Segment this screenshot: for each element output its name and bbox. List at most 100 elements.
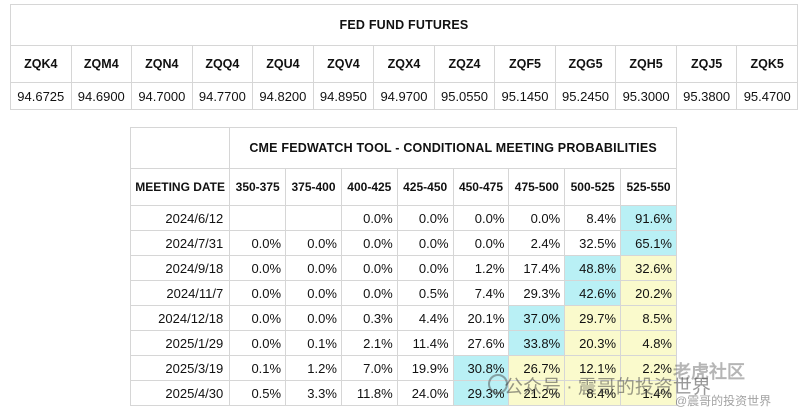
fed-fund-futures-table: FED FUND FUTURES ZQK4 ZQM4 ZQN4 ZQQ4 ZQU4 ZQV…	[10, 4, 798, 110]
probability-cell: 20.3%	[564, 330, 622, 356]
meeting-date-cell: 2024/12/18	[129, 305, 231, 331]
probability-cell: 21.2%	[508, 380, 566, 406]
probability-cell: 0.5%	[396, 280, 454, 306]
probability-cell: 7.0%	[340, 355, 398, 381]
futures-code-cell: ZQK4	[10, 45, 72, 83]
probability-cell: 11.8%	[340, 380, 398, 406]
probability-cell: 27.6%	[452, 330, 510, 356]
futures-price-cell: 94.9700	[373, 82, 435, 110]
futures-code-cell: ZQJ5	[675, 45, 738, 83]
futures-price-cell: 95.4700	[736, 82, 798, 110]
probability-cell: 26.7%	[508, 355, 566, 381]
probability-cell: 0.0%	[340, 230, 398, 256]
futures-price-cell: 94.7700	[191, 82, 254, 110]
rate-range-header: 425-450	[396, 168, 454, 206]
probability-cell: 2.4%	[508, 230, 566, 256]
futures-price-cell: 94.6900	[70, 82, 133, 110]
probability-cell: 0.0%	[285, 230, 342, 256]
meeting-row: 2025/3/19 0.1% 1.2% 7.0% 19.9% 30.8% 26.7% 12.1…	[129, 355, 677, 381]
probability-cell: 29.7%	[564, 305, 622, 331]
rate-range-header: 475-500	[508, 168, 566, 206]
watermark-top-right: 老虎社区	[673, 362, 745, 382]
probability-cell: 0.0%	[285, 305, 342, 331]
probability-cell: 0.0%	[508, 205, 566, 231]
watermark-bottom-right: @震哥的投资世界	[675, 394, 772, 408]
probability-cell: 0.0%	[452, 205, 510, 231]
probability-cell: 0.0%	[340, 255, 398, 281]
probability-cell: 1.4%	[620, 380, 677, 406]
probability-cell: 0.0%	[340, 280, 398, 306]
probability-cell	[285, 205, 342, 231]
probability-cell: 19.9%	[396, 355, 454, 381]
probability-cell: 32.6%	[620, 255, 677, 281]
rate-range-header: 400-425	[340, 168, 398, 206]
meeting-row: 2024/11/7 0.0% 0.0% 0.0% 0.5% 7.4% 29.3% 42.6% 2…	[129, 280, 677, 306]
futures-code-cell: ZQV4	[312, 45, 375, 83]
probability-cell: 0.0%	[396, 230, 454, 256]
futures-code-cell: ZQN4	[131, 45, 193, 83]
watermark-center: 公众号 · 震哥的投资世界	[504, 377, 711, 398]
probability-cell: 8.5%	[620, 305, 677, 331]
meeting-row: 2024/12/18 0.0% 0.0% 0.3% 4.4% 20.1% 37.0% 29.7…	[129, 305, 677, 331]
probability-cell: 32.5%	[564, 230, 622, 256]
probability-cell: 4.8%	[620, 330, 677, 356]
meeting-date-cell: 2025/1/29	[129, 330, 231, 356]
futures-price-cell: 95.1450	[494, 82, 556, 110]
rate-range-header-row: MEETING DATE 350-375 375-400 400-425 425-45…	[129, 168, 677, 206]
probability-cell: 20.1%	[452, 305, 510, 331]
futures-price-cell: 95.0550	[433, 82, 496, 110]
futures-price-cell: 95.2450	[554, 82, 617, 110]
rate-range-header: 450-475	[452, 168, 510, 206]
meeting-date-cell: 2024/9/18	[129, 255, 231, 281]
fedwatch-title: CME FEDWATCH TOOL - CONDITIONAL MEETING …	[229, 127, 677, 169]
probability-cell: 0.0%	[229, 255, 287, 281]
probability-cell: 0.0%	[229, 280, 287, 306]
probability-cell: 0.0%	[285, 280, 342, 306]
futures-price-cell: 95.3800	[675, 82, 738, 110]
probability-cell: 0.0%	[229, 305, 287, 331]
probability-cell: 12.1%	[564, 355, 622, 381]
meeting-date-cell: 2025/3/19	[129, 355, 231, 381]
meeting-date-cell: 2025/4/30	[129, 380, 231, 406]
probability-cell: 48.8%	[564, 255, 622, 281]
probability-cell: 8.4%	[564, 380, 622, 406]
meeting-date-header: MEETING DATE	[129, 168, 231, 206]
probability-cell: 1.2%	[285, 355, 342, 381]
probability-cell: 4.4%	[396, 305, 454, 331]
fedwatch-probability-table: CME FEDWATCH TOOL - CONDITIONAL MEETING …	[129, 127, 677, 406]
probability-cell: 0.0%	[396, 255, 454, 281]
meeting-row: 2024/9/18 0.0% 0.0% 0.0% 0.0% 1.2% 17.4% 48.8% 3…	[129, 255, 677, 281]
futures-code-cell: ZQK5	[736, 45, 798, 83]
futures-price-cell: 95.3000	[615, 82, 677, 110]
probability-cell: 91.6%	[620, 205, 677, 231]
futures-code-cell: ZQF5	[494, 45, 556, 83]
probability-cell: 3.3%	[285, 380, 342, 406]
futures-price-row: 94.6725 94.6900 94.7000 94.7700 94.8200 94.89…	[10, 82, 798, 110]
futures-code-cell: ZQQ4	[191, 45, 254, 83]
futures-price-cell: 94.7000	[131, 82, 193, 110]
futures-code-cell: ZQG5	[554, 45, 617, 83]
meeting-row: 2024/6/12 0.0% 0.0% 0.0% 0.0% 8.4% 91.6%	[129, 205, 677, 231]
probability-cell: 0.0%	[396, 205, 454, 231]
probability-cell: 65.1%	[620, 230, 677, 256]
rate-range-header: 500-525	[564, 168, 622, 206]
futures-title: FED FUND FUTURES	[10, 4, 798, 46]
probability-cell: 0.0%	[229, 330, 287, 356]
probability-cell: 0.0%	[285, 255, 342, 281]
futures-price-cell: 94.6725	[10, 82, 72, 110]
meeting-row: 2025/4/30 0.5% 3.3% 11.8% 24.0% 29.3% 21.2% 8.4…	[129, 380, 677, 406]
meeting-row: 2024/7/31 0.0% 0.0% 0.0% 0.0% 0.0% 2.4% 32.5% 65…	[129, 230, 677, 256]
probability-cell: 0.1%	[285, 330, 342, 356]
probability-cell: 42.6%	[564, 280, 622, 306]
probability-cell: 2.2%	[620, 355, 677, 381]
probability-cell: 0.0%	[229, 230, 287, 256]
probability-cell: 1.2%	[452, 255, 510, 281]
probability-cell: 24.0%	[396, 380, 454, 406]
probability-cell: 0.1%	[229, 355, 287, 381]
rate-range-header: 375-400	[285, 168, 342, 206]
probability-cell: 7.4%	[452, 280, 510, 306]
futures-code-cell: ZQU4	[252, 45, 314, 83]
title-corner-cell	[129, 127, 231, 169]
probability-cell: 0.0%	[452, 230, 510, 256]
meeting-date-cell: 2024/7/31	[129, 230, 231, 256]
